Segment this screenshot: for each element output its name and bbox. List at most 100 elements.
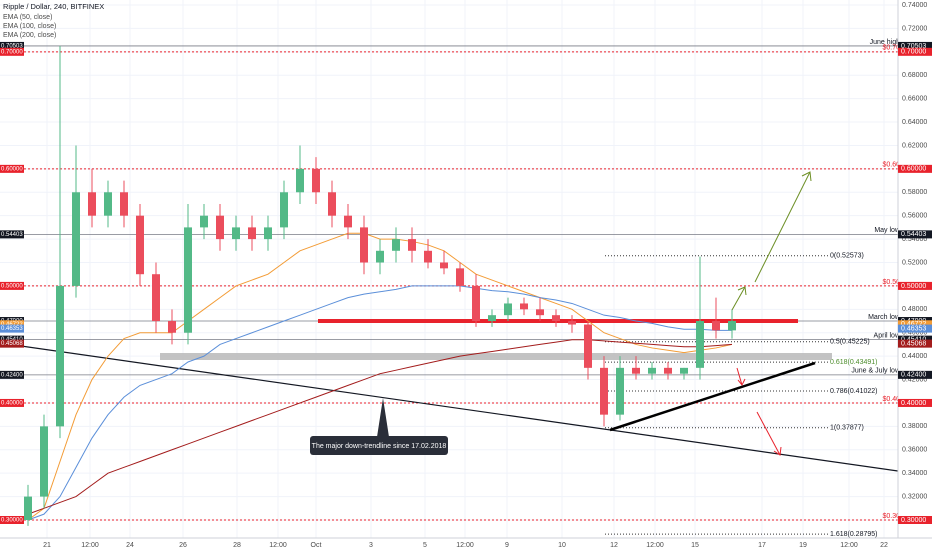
- x-tick-label: 12:00: [840, 542, 858, 549]
- candle-body: [440, 262, 448, 269]
- candle-body: [152, 274, 160, 322]
- fib-label: 0.786(0.41022): [830, 388, 877, 395]
- level-label: May low: [874, 227, 901, 234]
- price-tag-label: 0.46353: [1, 326, 23, 332]
- price-tag: [0, 516, 24, 524]
- candle-body: [488, 315, 496, 322]
- candle-body: [120, 192, 128, 216]
- x-tick-label: 9: [505, 542, 509, 549]
- price-tag: [898, 41, 932, 50]
- candle-body: [552, 315, 560, 322]
- y-tick-label: 0.56000: [902, 213, 927, 220]
- y-tick-label: 0.54000: [902, 236, 927, 243]
- candle-body: [56, 285, 64, 427]
- candle-body: [408, 239, 416, 251]
- y-tick-label: 0.66000: [902, 95, 927, 102]
- price-tag: [0, 320, 24, 329]
- candle-body: [728, 321, 736, 331]
- symbol-title: Ripple / Dollar, 240, BITFINEX: [3, 2, 104, 11]
- price-tag-label: 0.30000: [1, 518, 23, 524]
- fib-label: 0(0.52573): [830, 253, 864, 260]
- candle-body: [632, 367, 640, 374]
- price-tag: [898, 281, 932, 290]
- x-tick-label: 12:00: [81, 542, 99, 549]
- arrow-head: [737, 378, 746, 386]
- price-tag-label: 0.45068: [1, 341, 23, 347]
- price-tag-label: 0.50000: [901, 283, 926, 290]
- candle-body: [664, 367, 672, 374]
- level-label: $0.60: [882, 162, 900, 169]
- candle-body: [200, 215, 208, 228]
- up-trendline: [609, 361, 816, 432]
- price-tag: [0, 335, 24, 344]
- price-tag: [0, 47, 24, 56]
- candle-body: [104, 192, 112, 216]
- candle-body: [40, 426, 48, 497]
- candle-body: [568, 321, 576, 325]
- x-tick-label: 12: [610, 542, 618, 549]
- y-tick-label: 0.32000: [902, 493, 927, 500]
- price-tag-label: 0.54403: [901, 231, 926, 238]
- candle-body: [328, 192, 336, 216]
- price-tag: [0, 281, 24, 290]
- candle-body: [344, 215, 352, 228]
- price-tag-label: 0.60000: [901, 166, 926, 173]
- y-tick-label: 0.44000: [902, 353, 927, 360]
- candle-body: [248, 227, 256, 240]
- price-tag: [898, 339, 932, 348]
- price-tag: [0, 324, 24, 333]
- price-tag-label: 0.42400: [901, 372, 926, 379]
- y-tick-label: 0.62000: [902, 142, 927, 149]
- candle-body: [424, 250, 432, 263]
- x-tick-label: 26: [179, 542, 187, 549]
- candle-body: [712, 321, 720, 331]
- arrow: [756, 411, 781, 456]
- candle-body: [648, 367, 656, 374]
- candle-body: [376, 250, 384, 263]
- candle-body: [680, 367, 688, 374]
- price-tag: [898, 230, 932, 239]
- candle-body: [136, 215, 144, 275]
- down-trendline: [0, 342, 906, 473]
- candle-body: [616, 367, 624, 415]
- price-tag-label: 0.40000: [901, 400, 926, 407]
- y-tick-label: 0.68000: [902, 72, 927, 79]
- price-tag-label: 0.70503: [1, 44, 23, 50]
- arrow: [754, 171, 811, 283]
- price-tag: [898, 335, 932, 344]
- x-tick-label: 12:00: [646, 542, 664, 549]
- candle-body: [456, 268, 464, 286]
- price-tag-label: 0.60000: [1, 166, 23, 172]
- x-tick-label: 10: [558, 542, 566, 549]
- price-tag: [898, 398, 932, 407]
- candle-body: [216, 215, 224, 240]
- candle-body: [392, 239, 400, 251]
- candle-body: [536, 309, 544, 316]
- price-tag: [0, 339, 24, 348]
- arrow-head: [737, 286, 747, 296]
- price-tag: [898, 164, 932, 173]
- candle-body: [280, 192, 288, 228]
- level-label: June high: [870, 39, 900, 46]
- y-tick-label: 0.74000: [902, 2, 927, 9]
- x-tick-label: 22: [880, 542, 888, 549]
- candle-body: [24, 496, 32, 520]
- price-tag: [898, 47, 932, 56]
- candle-body: [696, 321, 704, 368]
- y-tick-label: 0.42000: [902, 376, 927, 383]
- price-tag: [0, 164, 24, 173]
- y-tick-label: 0.38000: [902, 423, 927, 430]
- ema-line: [27, 285, 732, 521]
- price-tag-label: 0.46353: [901, 325, 926, 332]
- y-tick-label: 0.34000: [902, 470, 927, 477]
- y-tick-label: 0.64000: [902, 119, 927, 126]
- price-tag-label: 0.70000: [1, 49, 23, 55]
- level-label: March low: [868, 314, 901, 321]
- price-tag-label: 0.30000: [901, 517, 926, 524]
- x-tick-label: 15: [691, 542, 699, 549]
- price-tag-label: 0.70000: [901, 49, 926, 56]
- legend-entry: EMA (200, close): [3, 32, 56, 39]
- level-label: $0.40: [882, 396, 900, 403]
- price-tag-label: 0.70503: [901, 43, 926, 50]
- level-label: $0.30: [882, 513, 900, 520]
